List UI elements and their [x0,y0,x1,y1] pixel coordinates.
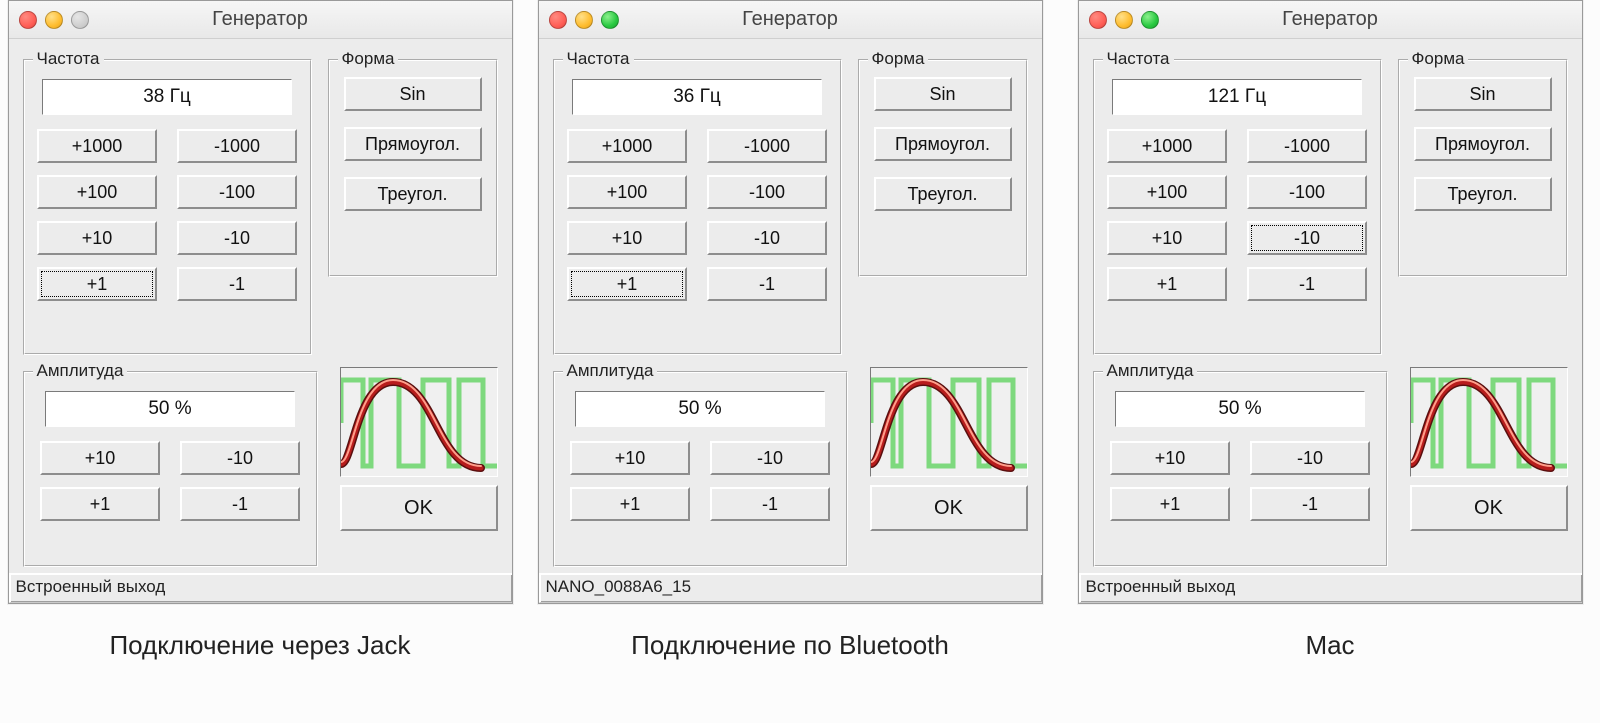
freq-step-button[interactable]: -1000 [177,129,297,163]
amplitude-group: Амплитуда50 %+10-10+1-1 [1093,371,1388,567]
waveform-preview [1410,367,1568,477]
freq-step-button[interactable]: -100 [1247,175,1367,209]
status-bar: Встроенный выход [1079,573,1582,603]
status-bar: NANO_0088A6_15 [539,573,1042,603]
shape-group: ФормаSinПрямоугол.Треугол. [1398,59,1568,277]
freq-step-button[interactable]: -1 [707,267,827,301]
freq-step-button[interactable]: +1 [1107,267,1227,301]
frequency-display: 121 Гц [1112,79,1362,115]
freq-step-button[interactable]: +1000 [567,129,687,163]
frequency-group: Частота38 Гц+1000-1000+100-100+10-10+1-1 [23,59,312,355]
amp-step-button[interactable]: -1 [1250,487,1370,521]
amp-step-button[interactable]: -10 [180,441,300,475]
freq-step-button[interactable]: +1000 [1107,129,1227,163]
shape-button[interactable]: Sin [1414,77,1552,111]
zoom-icon[interactable] [601,11,619,29]
ok-button[interactable]: OK [340,485,498,531]
minimize-icon[interactable] [575,11,593,29]
shape-button[interactable]: Прямоугол. [1414,127,1552,161]
frequency-group: Частота121 Гц+1000-1000+100-100+10-10+1-… [1093,59,1382,355]
amp-step-button[interactable]: +1 [570,487,690,521]
amplitude-display: 50 % [45,391,295,427]
freq-step-button[interactable]: -10 [177,221,297,255]
shape-button[interactable]: Sin [344,77,482,111]
frequency-legend: Частота [563,49,634,69]
ok-button[interactable]: OK [870,485,1028,531]
close-icon[interactable] [549,11,567,29]
shape-legend: Форма [868,49,929,69]
amp-step-button[interactable]: -1 [710,487,830,521]
freq-step-button[interactable]: -1000 [707,129,827,163]
amplitude-display: 50 % [1115,391,1365,427]
zoom-icon[interactable] [1141,11,1159,29]
amp-step-button[interactable]: -1 [180,487,300,521]
amplitude-legend: Амплитуда [1103,361,1198,381]
shape-button[interactable]: Треугол. [344,177,482,211]
freq-step-button[interactable]: -1000 [1247,129,1367,163]
generator-window: Генератор Частота 38 Гц +1000 -1000 +100 -100 +… [8,0,513,604]
amplitude-legend: Амплитуда [563,361,658,381]
amp-step-button[interactable]: +10 [1110,441,1230,475]
frequency-legend: Частота [33,49,104,69]
freq-step-button[interactable]: +100 [567,175,687,209]
freq-step-button[interactable]: -10 [707,221,827,255]
freq-step-button[interactable]: +1000 [37,129,157,163]
shape-button[interactable]: Треугол. [874,177,1012,211]
frequency-display: 38 Гц [42,79,292,115]
panel-caption: Подключение по Bluetooth [631,630,949,661]
titlebar: Генератор [539,1,1042,39]
freq-step-button[interactable]: -1 [177,267,297,301]
amp-step-button[interactable]: -10 [710,441,830,475]
panel-caption: Mac [1305,630,1354,661]
titlebar: Генератор [9,1,512,39]
amplitude-group: Амплитуда50 %+10-10+1-1 [23,371,318,567]
panel-caption: Подключение через Jack [109,630,410,661]
freq-step-button[interactable]: +100 [1107,175,1227,209]
waveform-preview [870,367,1028,477]
amplitude-legend: Амплитуда [33,361,128,381]
shape-group: ФормаSinПрямоугол.Треугол. [858,59,1028,277]
ok-button[interactable]: OK [1410,485,1568,531]
amp-step-button[interactable]: +1 [1110,487,1230,521]
minimize-icon[interactable] [1115,11,1133,29]
freq-step-button[interactable]: -1 [1247,267,1367,301]
amplitude-display: 50 % [575,391,825,427]
freq-step-button[interactable]: +100 [37,175,157,209]
frequency-group: Частота36 Гц+1000-1000+100-100+10-10+1-1 [553,59,842,355]
amplitude-group: Амплитуда50 %+10-10+1-1 [553,371,848,567]
shape-legend: Форма [338,49,399,69]
generator-window: Генератор Частота 121 Гц +1000 -1000 +100 -100… [1078,0,1583,604]
freq-step-button[interactable]: +10 [1107,221,1227,255]
close-icon[interactable] [19,11,37,29]
freq-step-button[interactable]: -100 [177,175,297,209]
freq-step-button[interactable]: +10 [567,221,687,255]
zoom-icon[interactable] [71,11,89,29]
freq-step-button[interactable]: +1 [37,267,157,301]
shape-button[interactable]: Треугол. [1414,177,1552,211]
waveform-preview [340,367,498,477]
shape-button[interactable]: Sin [874,77,1012,111]
freq-step-button[interactable]: +10 [37,221,157,255]
amp-step-button[interactable]: +1 [40,487,160,521]
status-bar: Встроенный выход [9,573,512,603]
freq-step-button[interactable]: -100 [707,175,827,209]
shape-button[interactable]: Прямоугол. [344,127,482,161]
shape-button[interactable]: Прямоугол. [874,127,1012,161]
generator-window: Генератор Частота 36 Гц +1000 -1000 +100 -100 +… [538,0,1043,604]
shape-group: ФормаSinПрямоугол.Треугол. [328,59,498,277]
close-icon[interactable] [1089,11,1107,29]
titlebar: Генератор [1079,1,1582,39]
shape-legend: Форма [1408,49,1469,69]
minimize-icon[interactable] [45,11,63,29]
freq-step-button[interactable]: +1 [567,267,687,301]
amp-step-button[interactable]: +10 [570,441,690,475]
freq-step-button[interactable]: -10 [1247,221,1367,255]
frequency-display: 36 Гц [572,79,822,115]
frequency-legend: Частота [1103,49,1174,69]
amp-step-button[interactable]: +10 [40,441,160,475]
amp-step-button[interactable]: -10 [1250,441,1370,475]
